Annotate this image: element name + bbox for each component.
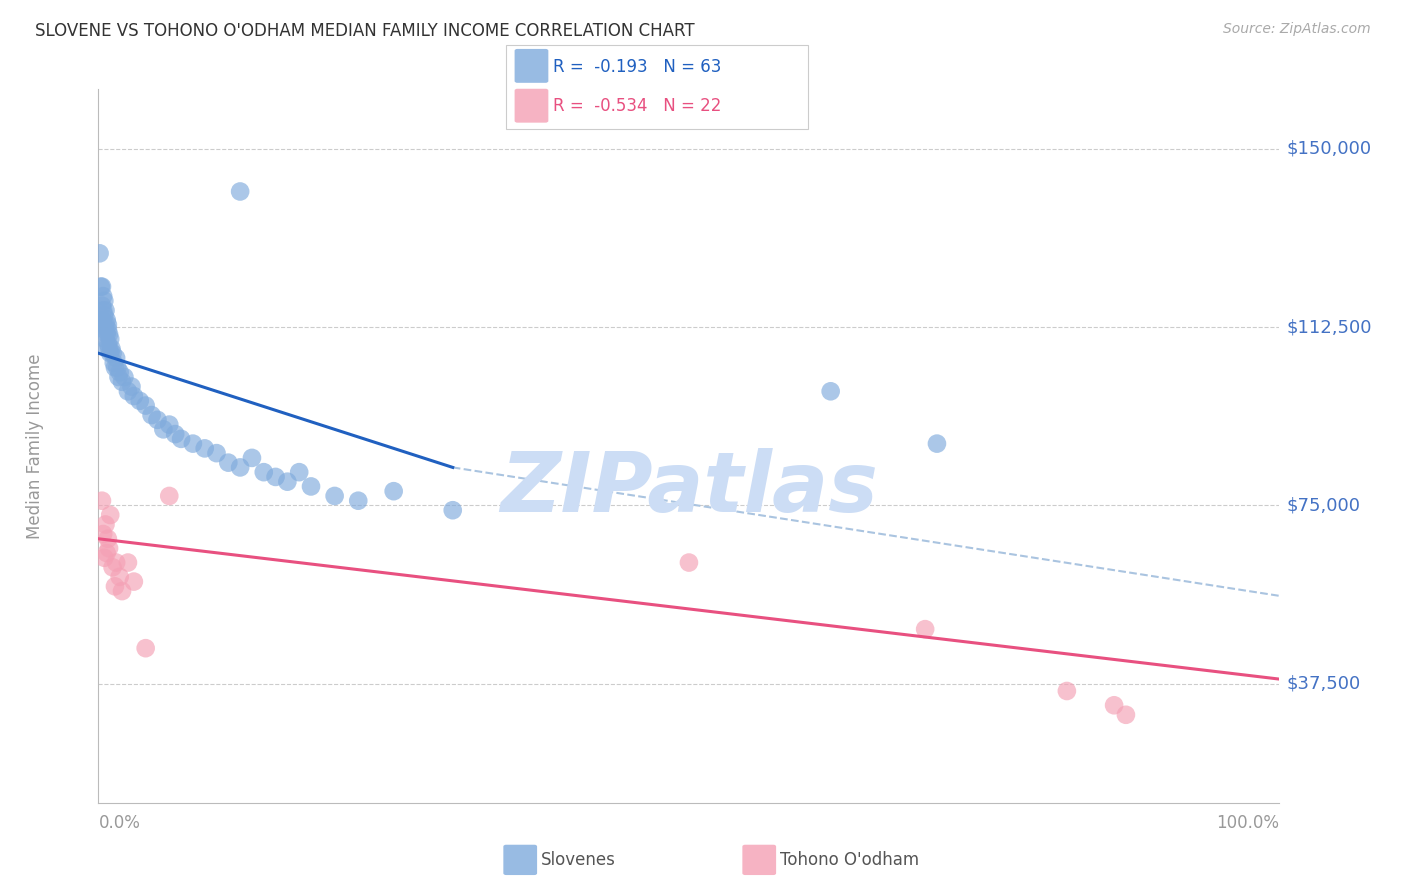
Point (141, 408, 163, 422)
Point (152, 422, 174, 436)
Point (101, 346, 124, 360)
Point (382, 484, 405, 499)
Point (91, 313, 114, 327)
Point (157, 417, 180, 432)
Point (146, 413, 169, 427)
Point (170, 432, 193, 446)
Point (94, 332, 117, 346)
Point (820, 384, 842, 399)
Point (441, 503, 464, 517)
Point (1115, 707, 1137, 722)
Point (97, 532, 120, 546)
Point (89, 246, 111, 260)
Text: SLOVENE VS TOHONO O'ODHAM MEDIAN FAMILY INCOME CORRELATION CHART: SLOVENE VS TOHONO O'ODHAM MEDIAN FAMILY … (35, 22, 695, 40)
Text: 100.0%: 100.0% (1216, 814, 1279, 831)
Point (104, 360, 127, 375)
Point (94, 517, 117, 532)
Point (91, 279, 114, 293)
Point (323, 489, 346, 503)
Point (98, 346, 121, 360)
Point (93, 293, 115, 308)
Point (157, 489, 180, 503)
Point (98, 508, 121, 522)
Point (91, 303, 114, 318)
Point (128, 393, 150, 408)
Point (107, 370, 129, 384)
Point (347, 493, 370, 508)
Point (117, 384, 139, 399)
Point (264, 470, 287, 484)
Text: $37,500: $37,500 (1286, 675, 1361, 693)
Point (108, 365, 131, 379)
Text: $150,000: $150,000 (1286, 140, 1372, 158)
Point (111, 375, 134, 389)
Point (112, 370, 135, 384)
Text: Source: ZipAtlas.com: Source: ZipAtlas.com (1223, 22, 1371, 37)
Point (91, 318, 114, 332)
Point (276, 475, 298, 489)
Point (97, 336, 120, 351)
Point (94, 303, 117, 318)
Point (98, 541, 121, 556)
Text: Slovenes: Slovenes (541, 851, 616, 869)
Point (96, 342, 118, 356)
Point (105, 556, 128, 570)
Point (181, 436, 204, 450)
Point (108, 570, 131, 584)
Point (229, 185, 252, 199)
Point (121, 379, 143, 393)
Point (93, 322, 115, 336)
Text: R =  -0.534   N = 22: R = -0.534 N = 22 (553, 97, 721, 115)
Point (240, 450, 263, 465)
Point (98, 342, 121, 356)
Point (98, 332, 121, 346)
Point (122, 389, 145, 403)
Point (98, 327, 121, 342)
Point (288, 465, 311, 479)
Point (93, 550, 115, 565)
Text: $112,500: $112,500 (1286, 318, 1372, 336)
Point (93, 308, 115, 322)
Point (165, 427, 187, 442)
Point (1102, 698, 1125, 713)
Point (97, 322, 120, 336)
Text: $75,000: $75,000 (1286, 497, 1361, 515)
Point (122, 574, 145, 589)
Point (101, 560, 124, 574)
Point (1056, 684, 1078, 698)
Point (299, 479, 322, 493)
Point (135, 641, 157, 656)
Point (91, 289, 114, 303)
Text: Tohono O'odham: Tohono O'odham (780, 851, 920, 869)
Point (914, 622, 936, 636)
Point (135, 399, 157, 413)
Point (117, 556, 139, 570)
Point (90, 279, 112, 293)
Text: ZIPatlas: ZIPatlas (501, 449, 877, 529)
Text: R =  -0.193   N = 63: R = -0.193 N = 63 (553, 58, 721, 76)
Point (97, 318, 120, 332)
Point (96, 327, 118, 342)
Point (103, 356, 125, 370)
Point (96, 546, 118, 560)
Point (678, 556, 700, 570)
Point (94, 318, 117, 332)
Point (111, 584, 134, 599)
Point (105, 351, 128, 365)
Point (194, 442, 217, 456)
Point (91, 493, 114, 508)
Point (91, 527, 114, 541)
Point (253, 465, 276, 479)
Text: 0.0%: 0.0% (98, 814, 141, 831)
Point (100, 342, 122, 356)
Point (205, 446, 228, 460)
Point (105, 360, 128, 375)
Point (91, 299, 114, 313)
Point (104, 579, 127, 593)
Point (217, 456, 239, 470)
Point (96, 313, 118, 327)
Point (925, 436, 948, 450)
Point (229, 460, 252, 475)
Text: Median Family Income: Median Family Income (27, 353, 44, 539)
